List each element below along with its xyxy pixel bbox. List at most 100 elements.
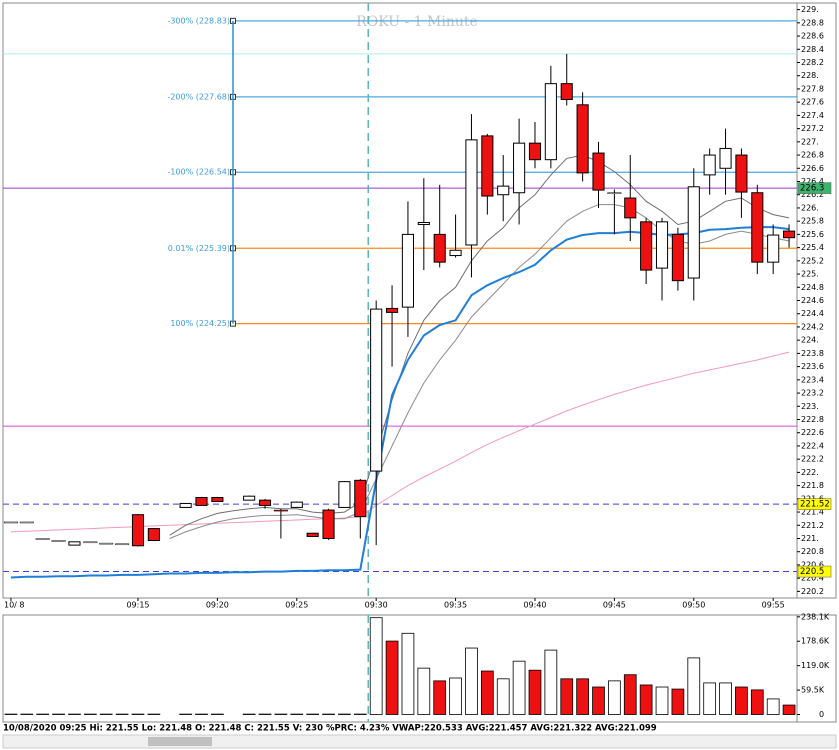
y-tick-label: 222. (801, 468, 819, 477)
y-tick-label: 225.8 (801, 217, 824, 226)
volume-bar (766, 698, 780, 715)
scrollbar[interactable] (2, 734, 837, 749)
x-tick-label: 09:15 (126, 601, 149, 610)
y-tick-label: 178.6K (801, 637, 830, 646)
y-tick-label: 227.4 (801, 111, 824, 120)
volume-bar (480, 670, 494, 715)
candle-body (640, 221, 653, 271)
y-tick-label: 238.1K (801, 612, 830, 621)
y-tick-label: 223.6 (801, 362, 824, 371)
candle-body (51, 540, 66, 542)
x-tick-label: 10/ 8 (4, 601, 25, 610)
x-tick-label: 09:30 (365, 601, 388, 610)
volume-bar (608, 680, 621, 715)
y-tick-label: 223.8 (801, 349, 824, 358)
indicator-line (169, 204, 790, 539)
candle-body (465, 139, 478, 246)
volume-bar (385, 640, 399, 715)
candle-body (401, 233, 414, 308)
x-tick-label: 09:50 (682, 601, 705, 610)
candle-body (513, 142, 526, 194)
x-tick-label: 09:25 (285, 601, 308, 610)
y-tick-label: 227.2 (801, 124, 824, 133)
candle-body (433, 233, 446, 263)
scrollbar-thumb[interactable] (148, 737, 212, 746)
y-tick-label: 228. (801, 71, 819, 80)
x-tick-label: 09:40 (523, 601, 546, 610)
candle-body (243, 495, 256, 501)
candle-body (497, 185, 510, 196)
indicator-line (169, 154, 790, 536)
volume-bar (417, 667, 431, 715)
volume-bar (528, 669, 542, 715)
candle-body (386, 307, 399, 313)
y-tick-label: 223.4 (801, 375, 824, 384)
candle-body (576, 104, 589, 174)
fib-label: 100% (224.25) (170, 319, 230, 328)
y-tick-label: 226. (801, 203, 819, 212)
y-tick-label: 227. (801, 137, 819, 146)
candle-body (83, 541, 98, 544)
price-tag (797, 498, 832, 510)
volume-bar (369, 617, 383, 715)
y-tick-label: 227.6 (801, 98, 824, 107)
volume-bar (496, 678, 510, 715)
candle-body (354, 479, 367, 518)
y-tick-label: 226.6 (801, 164, 824, 173)
y-tick-label: 226.4 (801, 177, 824, 186)
candle-body (99, 542, 114, 545)
volume-bar (544, 649, 558, 715)
y-tick-label: 224.2 (801, 322, 824, 331)
status-bar: 10/08/2020 09:25 Hi: 221.55 Lo: 221.48 O… (3, 724, 657, 734)
volume-bar (576, 678, 589, 715)
y-tick-label: 228.8 (801, 18, 824, 27)
volume-bar (433, 680, 447, 715)
price-tag (797, 565, 832, 578)
x-tick-label: 09:45 (603, 601, 626, 610)
candle-body (35, 538, 50, 540)
candle-body (195, 497, 208, 506)
candle-body (338, 481, 351, 508)
candle-body (211, 497, 224, 502)
candle-body (719, 147, 732, 169)
fib-label: -100% (226.54) (167, 168, 230, 177)
candle-body (290, 501, 303, 508)
y-tick-label: 222.2 (801, 455, 824, 464)
candle-body (370, 308, 383, 472)
candle-body (115, 543, 130, 546)
candle-body (306, 532, 319, 538)
candle-body (624, 197, 637, 219)
y-tick-label: 220.8 (801, 547, 824, 556)
candle-body (179, 502, 192, 508)
candle-body (751, 192, 764, 263)
volume-bar (671, 688, 685, 715)
price-tag-label: 220.5 (800, 567, 824, 577)
y-tick-label: 229. (801, 5, 819, 14)
volume-bar (687, 657, 701, 715)
volume-bar (465, 647, 478, 715)
y-tick-label: 220.2 (801, 587, 824, 596)
y-tick-label: 224.6 (801, 296, 824, 305)
fib-label: 0.01% (225.39) (168, 244, 230, 253)
y-tick-label: 227.8 (801, 84, 824, 93)
candle-body (592, 152, 605, 191)
candle-body (3, 521, 18, 524)
y-tick-label: 225. (801, 270, 819, 279)
volume-bar (782, 704, 796, 715)
x-tick-label: 09:55 (762, 601, 785, 610)
y-tick-label: 0 (819, 710, 824, 719)
candle-body (68, 541, 81, 546)
y-tick-label: 222.4 (801, 441, 824, 450)
candle-body (544, 83, 557, 161)
candle-body (703, 154, 716, 176)
candle-body (481, 135, 494, 197)
candle-body (767, 234, 780, 263)
candle-body (19, 521, 34, 524)
volume-bar (719, 682, 732, 715)
y-tick-label: 220.4 (801, 574, 824, 583)
candle-body (449, 249, 462, 257)
volume-axis (796, 614, 837, 723)
candle-body (735, 154, 748, 193)
y-tick-label: 228.2 (801, 58, 824, 67)
